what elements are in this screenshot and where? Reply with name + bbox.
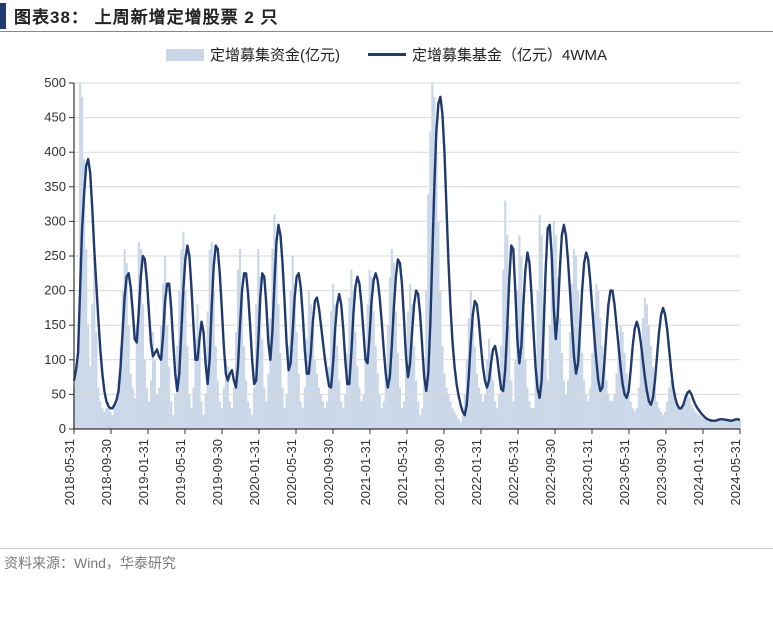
svg-text:200: 200 [44, 283, 66, 298]
legend-bar-label: 定增募集资金(亿元) [210, 44, 340, 65]
svg-text:2018-09-30: 2018-09-30 [99, 439, 114, 506]
svg-text:100: 100 [44, 352, 66, 367]
legend-line-swatch [368, 53, 406, 56]
svg-text:300: 300 [44, 213, 66, 228]
svg-text:400: 400 [44, 144, 66, 159]
title-accent [0, 3, 6, 29]
svg-text:2023-01-31: 2023-01-31 [580, 439, 595, 506]
chart-area: 0 50 100 150 200 250 300 350 400 450 500 2018-05-31… [20, 73, 753, 548]
svg-text:500: 500 [44, 75, 66, 90]
svg-text:2021-05-31: 2021-05-31 [395, 439, 410, 506]
source-text: 资料来源：Wind，华泰研究 [4, 553, 773, 573]
svg-text:0: 0 [59, 421, 66, 436]
svg-text:2019-05-31: 2019-05-31 [173, 439, 188, 506]
svg-text:2024-05-31: 2024-05-31 [728, 439, 743, 506]
svg-text:2024-01-31: 2024-01-31 [691, 439, 706, 506]
svg-text:2021-01-31: 2021-01-31 [358, 439, 373, 506]
legend-bar: 定增募集资金(亿元) [166, 44, 340, 65]
svg-text:2020-09-30: 2020-09-30 [321, 439, 336, 506]
svg-text:150: 150 [44, 317, 66, 332]
svg-text:2022-01-31: 2022-01-31 [469, 439, 484, 506]
legend-line: 定增募集基金（亿元）4WMA [368, 44, 607, 65]
svg-text:450: 450 [44, 110, 66, 125]
svg-text:2020-05-31: 2020-05-31 [284, 439, 299, 506]
svg-text:350: 350 [44, 179, 66, 194]
legend-line-label: 定增募集基金（亿元）4WMA [412, 44, 607, 65]
chart-svg: 0 50 100 150 200 250 300 350 400 450 500 2018-05-31… [20, 73, 753, 543]
svg-text:2023-05-31: 2023-05-31 [617, 439, 632, 506]
footer-divider [0, 548, 773, 549]
svg-text:2023-09-30: 2023-09-30 [654, 439, 669, 506]
svg-text:2019-09-30: 2019-09-30 [210, 439, 225, 506]
svg-text:2019-01-31: 2019-01-31 [136, 439, 151, 506]
legend: 定增募集资金(亿元) 定增募集基金（亿元）4WMA [0, 44, 773, 65]
svg-text:2021-09-30: 2021-09-30 [432, 439, 447, 506]
svg-text:2020-01-31: 2020-01-31 [247, 439, 262, 506]
svg-text:250: 250 [44, 248, 66, 263]
svg-text:2018-05-31: 2018-05-31 [62, 439, 77, 506]
chart-title-bar: 图表38： 上周新增定增股票 2 只 [0, 0, 773, 32]
chart-title: 图表38： 上周新增定增股票 2 只 [14, 3, 279, 28]
svg-text:2022-09-30: 2022-09-30 [543, 439, 558, 506]
svg-text:2022-05-31: 2022-05-31 [506, 439, 521, 506]
legend-bar-swatch [166, 49, 204, 61]
svg-text:50: 50 [52, 386, 66, 401]
